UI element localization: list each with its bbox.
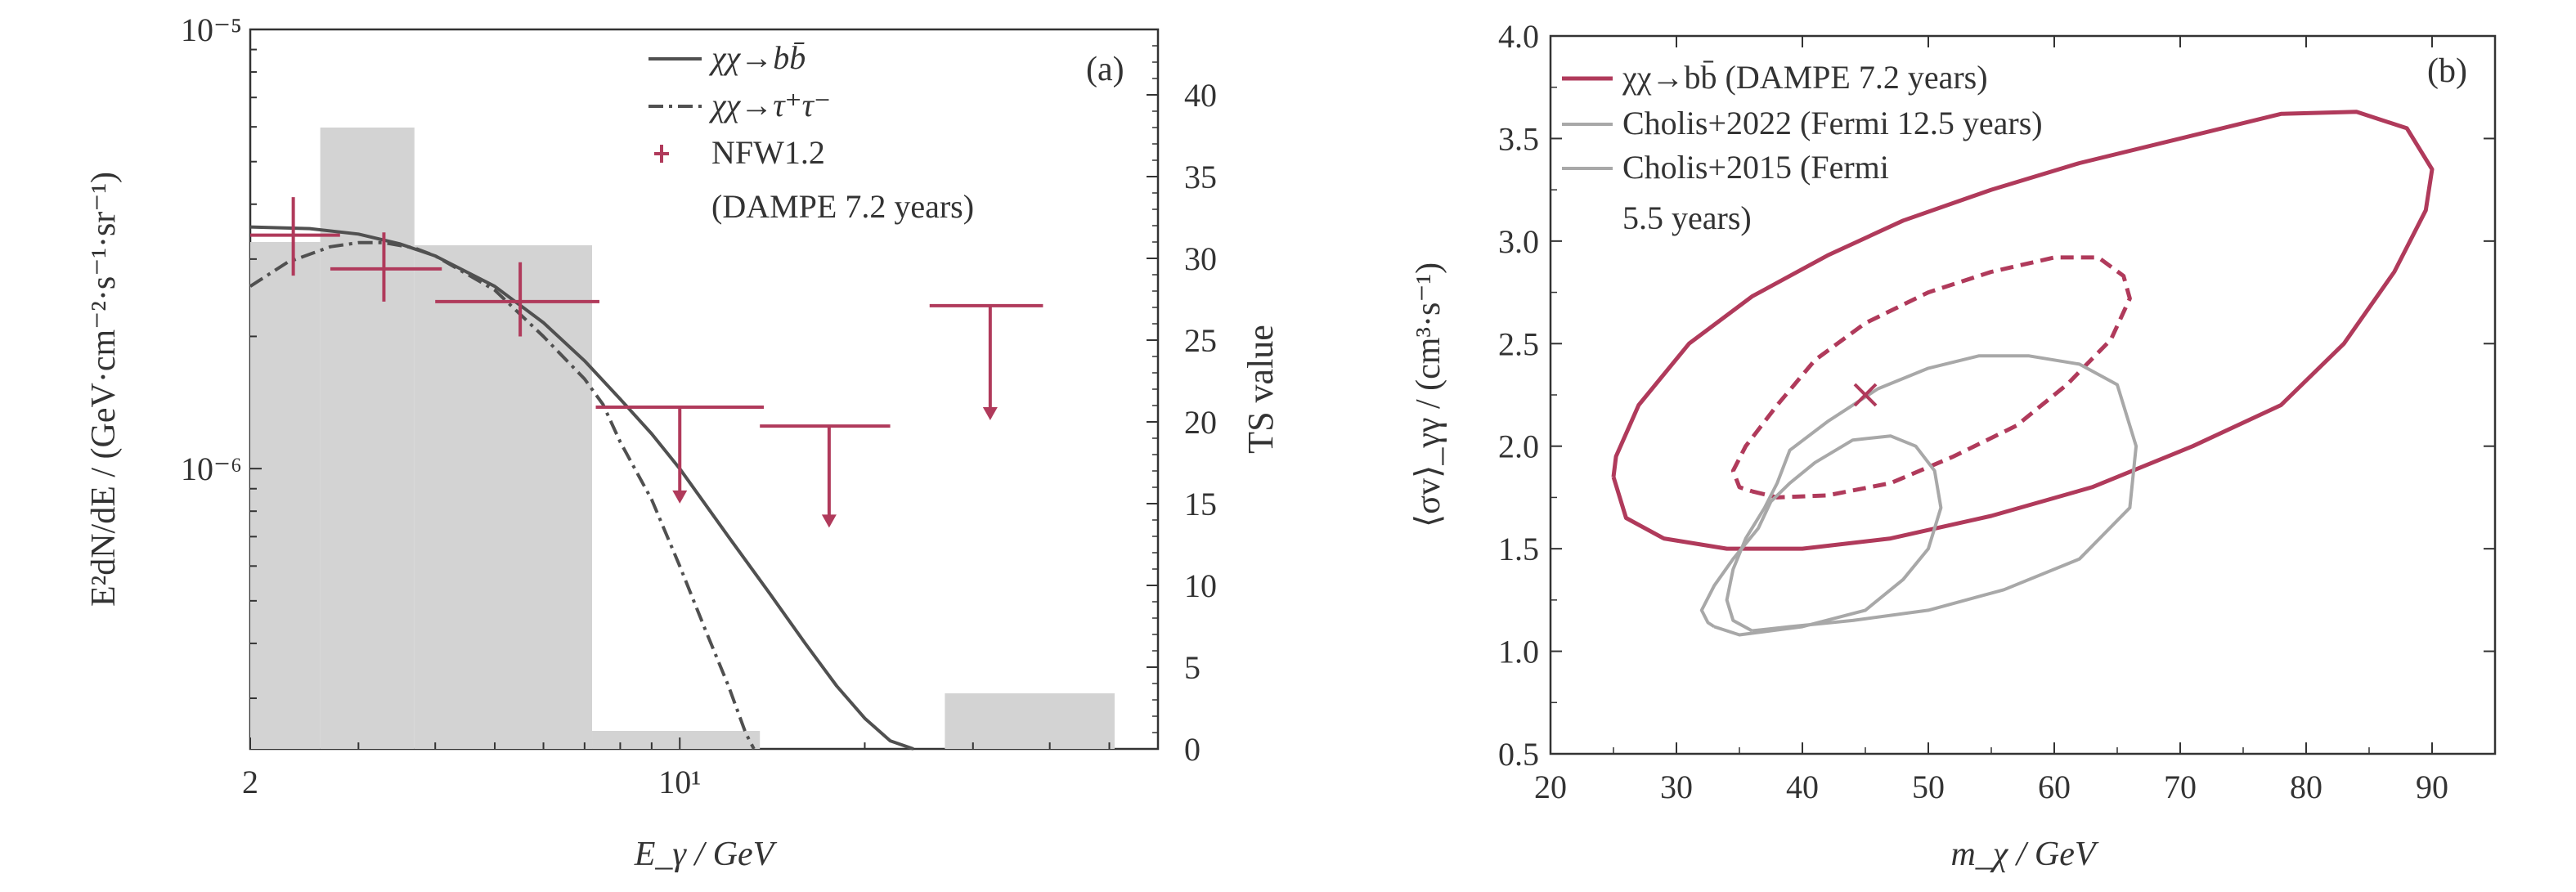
- series-1-line: [249, 240, 756, 750]
- x-tick-label-b-5: 70: [2164, 769, 2197, 805]
- axis-ticks-b: 20 30 40 50 60 70 80 90 0.5 1.0 1.5 2.0 2.5 3.0 3.5 4.0: [1498, 18, 2495, 805]
- y2-tick-label-a-8: 40: [1184, 77, 1217, 114]
- legend-cholis2015-sublabel: 5.5 years): [1622, 199, 1752, 236]
- panel-b: 20 30 40 50 60 70 80 90 0.5 1.0 1.5 2.0 2.5 3.0 3.5 4.0…: [1410, 18, 2497, 873]
- panel-b-frame: [1549, 34, 2497, 755]
- x-tick-label-b-0: 20: [1534, 769, 1567, 805]
- contour-1: [1730, 255, 2132, 500]
- panel-a: 2 10¹ 10⁻⁶ 10⁻⁵ 0 5 10 15 20 25 30 35 40 (a) χχ→bb̄ …: [85, 11, 1281, 873]
- y2-tick-label-a-2: 10: [1184, 567, 1217, 604]
- contour-0: [1611, 110, 2435, 551]
- y-tick-label-b-1: 1.0: [1498, 634, 1539, 670]
- y2-tick-label-a-7: 35: [1184, 159, 1217, 195]
- model-curves: [249, 225, 914, 751]
- legend-nfw-sublabel: (DAMPE 7.2 years): [711, 188, 974, 225]
- legend-nfw-label: NFW1.2: [711, 134, 825, 171]
- y2-tick-label-a-5: 25: [1184, 322, 1217, 359]
- legend-cholis2015-label: Cholis+2015 (Fermi: [1622, 149, 1889, 186]
- data-points: [250, 197, 1043, 528]
- panel-a-label: (a): [1086, 51, 1124, 88]
- y2-tick-label-a-6: 30: [1184, 240, 1217, 277]
- y2-tick-label-a-3: 15: [1184, 486, 1217, 522]
- ts-bars: [250, 128, 1115, 749]
- legend-dampe-label: χχ→bb̄ (DAMPE 7.2 years): [1622, 59, 1988, 96]
- data-point-0: [250, 197, 340, 276]
- upper-limit-0-arrow: [672, 490, 688, 504]
- x-axis-label-a: E_γ / GeV: [634, 836, 778, 873]
- ts-bar-2: [414, 245, 593, 749]
- y2-axis-label-a: TS value: [1241, 325, 1281, 454]
- legend-b: χχ→bb̄ (DAMPE 7.2 years) Cholis+2022 (Fe…: [1562, 59, 2043, 236]
- y-tick-label-b-4: 2.5: [1498, 325, 1539, 362]
- ts-bar-1: [320, 128, 415, 749]
- x-tick-label-b-6: 80: [2290, 769, 2322, 805]
- legend-bb-label: χχ→bb̄: [708, 39, 806, 76]
- y2-tick-label-a-1: 5: [1184, 649, 1200, 686]
- y2-tick-label-a-4: 20: [1184, 404, 1217, 441]
- x-tick-label-b-4: 60: [2038, 769, 2071, 805]
- upper-limit-0: [595, 406, 764, 504]
- panel-b-label: (b): [2427, 52, 2467, 90]
- y-tick-label-b-6: 3.5: [1498, 120, 1539, 157]
- x-tick-label-b-2: 40: [1786, 769, 1819, 805]
- ts-bar-3: [592, 731, 761, 749]
- x-axis-label-b: m_χ / GeV: [1950, 836, 2098, 873]
- upper-limit-2-arrow: [982, 406, 998, 420]
- y-axis-label-a: E²dN/dE / (GeV·cm⁻²·s⁻¹·sr⁻¹): [85, 172, 123, 607]
- y2-tick-label-a-0: 0: [1184, 731, 1200, 768]
- legend-cholis2022-label: Cholis+2022 (Fermi 12.5 years): [1622, 105, 2043, 141]
- x-tick-label-b-7: 90: [2416, 769, 2448, 805]
- y-axis-label-b: ⟨σv⟩_γγ / (cm³·s⁻¹): [1410, 262, 1447, 527]
- upper-limit-1-arrow: [821, 514, 837, 528]
- x-tick-label-b-3: 50: [1912, 769, 1945, 805]
- upper-limit-2: [929, 303, 1043, 420]
- x-tick-label-a-1: 10¹: [658, 764, 701, 800]
- axis-ticks: 2 10¹ 10⁻⁶ 10⁻⁵ 0 5 10 15 20 25 30 35 40: [181, 11, 1217, 800]
- data-point-1: [330, 232, 442, 302]
- y-tick-label-b-2: 1.5: [1498, 531, 1539, 567]
- series-0-line: [249, 225, 914, 751]
- contour-3: [1699, 434, 1943, 637]
- y-tick-label-b-3: 2.0: [1498, 428, 1539, 465]
- contours: [1611, 110, 2435, 637]
- ts-bar-0: [250, 242, 321, 749]
- y-tick-label-a-1: 10⁻⁵: [181, 11, 242, 48]
- ts-bar-5: [945, 693, 1115, 749]
- y-tick-label-b-0: 0.5: [1498, 736, 1539, 773]
- legend-a: χχ→bb̄ χχ→τ⁺τ⁻ NFW1.2 (DAMPE 7.2 years): [648, 39, 974, 225]
- upper-limit-1: [760, 424, 891, 528]
- x-tick-label-b-1: 30: [1660, 769, 1693, 805]
- x-tick-label-a-0: 2: [242, 764, 258, 800]
- legend-nfw-marker: [654, 145, 669, 163]
- legend-tautau-label: χχ→τ⁺τ⁻: [708, 87, 831, 123]
- best-fit-marker-b: [1853, 383, 1878, 407]
- y-tick-label-b-7: 4.0: [1498, 18, 1539, 55]
- data-point-2: [435, 262, 599, 337]
- y-tick-label-a-0: 10⁻⁶: [181, 450, 242, 487]
- y-tick-label-b-5: 3.0: [1498, 223, 1539, 260]
